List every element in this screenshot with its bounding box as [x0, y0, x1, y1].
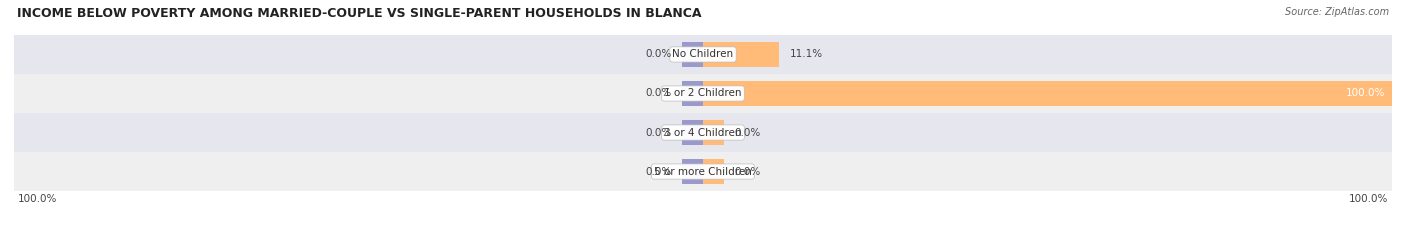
Text: 5 or more Children: 5 or more Children: [654, 167, 752, 177]
Bar: [703, 159, 724, 184]
Bar: [703, 42, 779, 67]
Text: 0.0%: 0.0%: [734, 167, 761, 177]
Text: 0.0%: 0.0%: [645, 167, 672, 177]
Text: Source: ZipAtlas.com: Source: ZipAtlas.com: [1285, 7, 1389, 17]
Text: 3 or 4 Children: 3 or 4 Children: [664, 127, 742, 137]
Bar: [682, 120, 703, 145]
Text: No Children: No Children: [672, 49, 734, 59]
Text: 0.0%: 0.0%: [645, 127, 672, 137]
Text: 11.1%: 11.1%: [790, 49, 823, 59]
Bar: [682, 159, 703, 184]
Bar: [14, 74, 1392, 113]
Bar: [14, 35, 1392, 74]
Text: 0.0%: 0.0%: [734, 127, 761, 137]
Bar: [703, 120, 724, 145]
Bar: [682, 81, 703, 106]
Text: 100.0%: 100.0%: [1350, 194, 1389, 204]
Text: INCOME BELOW POVERTY AMONG MARRIED-COUPLE VS SINGLE-PARENT HOUSEHOLDS IN BLANCA: INCOME BELOW POVERTY AMONG MARRIED-COUPL…: [17, 7, 702, 20]
Text: 100.0%: 100.0%: [1346, 89, 1385, 99]
Text: 1 or 2 Children: 1 or 2 Children: [664, 89, 742, 99]
Text: 0.0%: 0.0%: [645, 89, 672, 99]
Bar: [703, 81, 1392, 106]
Text: 0.0%: 0.0%: [645, 49, 672, 59]
Bar: [14, 113, 1392, 152]
Bar: [14, 152, 1392, 191]
Text: 100.0%: 100.0%: [17, 194, 56, 204]
Bar: [682, 42, 703, 67]
